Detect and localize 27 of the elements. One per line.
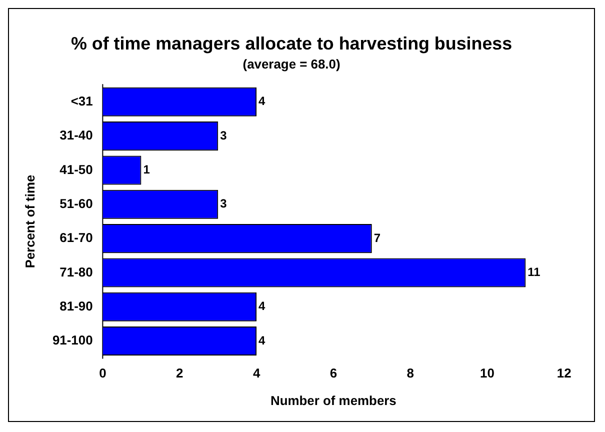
y-tick-label: 91-100 <box>52 332 93 348</box>
y-tick-label: <31 <box>70 93 93 108</box>
y-tick-label: 31-40 <box>60 128 93 143</box>
y-tick-label: 41-50 <box>60 162 93 177</box>
data-label: 4 <box>258 299 266 314</box>
y-tick-label: 81-90 <box>60 298 93 314</box>
x-tick-label: 12 <box>556 365 572 380</box>
x-tick-label: 4 <box>252 365 261 380</box>
x-tick-label: 0 <box>99 365 106 380</box>
data-label: 4 <box>258 94 266 108</box>
data-label: 3 <box>220 128 228 142</box>
x-tick-label: 8 <box>406 365 414 380</box>
y-axis-title: Percent of time <box>22 174 38 268</box>
data-label: 11 <box>528 265 541 279</box>
x-tick-label: 2 <box>176 365 184 380</box>
x-tick-label: 6 <box>330 365 338 380</box>
data-label: 7 <box>374 230 381 245</box>
data-label: 3 <box>220 196 228 211</box>
chart-subtitle: (average = 68.0) <box>242 56 340 72</box>
x-axis-title: Number of members <box>270 392 396 408</box>
data-label: 1 <box>143 162 150 177</box>
y-tick-label: 51-60 <box>60 196 93 211</box>
y-tick-label: 71-80 <box>60 264 93 280</box>
y-tick-label: 61-70 <box>60 230 93 246</box>
data-label: 4 <box>258 333 266 348</box>
x-tick-label: 10 <box>480 365 494 380</box>
chart-title: % of time managers allocate to harvesting business <box>70 34 512 54</box>
